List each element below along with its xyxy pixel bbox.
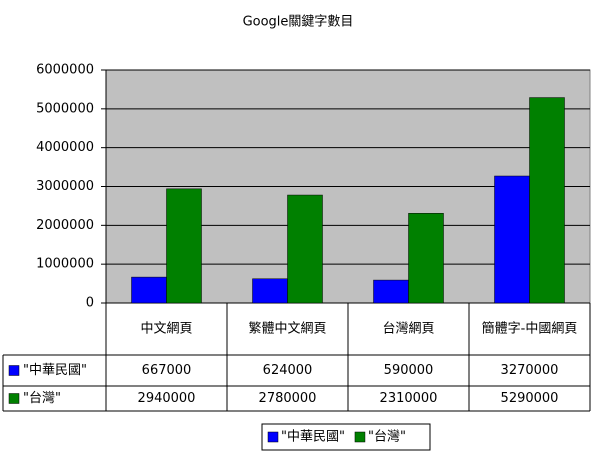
table-legend-key	[8, 393, 20, 404]
x-tick-label: 簡體字-中國網頁	[482, 322, 578, 337]
x-tick-label: 繁體中文網頁	[248, 321, 326, 337]
legend-box	[261, 423, 431, 451]
bar	[494, 175, 530, 304]
x-tick-label: 中文網頁	[140, 322, 192, 337]
y-tick-label: 1000000	[36, 257, 94, 272]
legend-label: "台灣"	[368, 430, 406, 445]
bar	[131, 276, 167, 304]
bar	[373, 279, 409, 304]
y-tick-label: 0	[86, 296, 94, 311]
table-value: 667000	[142, 363, 192, 378]
bar	[408, 213, 444, 304]
y-tick-label: 2000000	[36, 218, 94, 233]
table-value: 2940000	[138, 391, 196, 406]
table-row-label: "中華民國"	[23, 363, 87, 378]
table-value: 590000	[384, 363, 434, 378]
bar	[287, 194, 323, 304]
table-value: 2780000	[259, 391, 317, 406]
chart-title: Google關鍵字數目	[243, 14, 354, 30]
y-tick-label: 5000000	[36, 101, 94, 116]
y-tick-label: 3000000	[36, 179, 94, 194]
x-tick-label: 台灣網頁	[382, 322, 434, 337]
table-value: 5290000	[501, 391, 559, 406]
y-tick-label: 6000000	[36, 63, 94, 78]
legend-label: "中華民國"	[281, 430, 345, 445]
bar	[166, 188, 202, 304]
table-legend-key	[8, 365, 20, 376]
legend-key	[354, 431, 366, 443]
table-value: 624000	[263, 363, 313, 378]
legend-key	[267, 431, 279, 443]
y-tick-label: 4000000	[36, 140, 94, 155]
bar	[529, 97, 565, 304]
table-value: 3270000	[501, 363, 559, 378]
table-value: 2310000	[380, 391, 438, 406]
bar	[252, 278, 288, 304]
table-row-label: "台灣"	[23, 391, 61, 406]
